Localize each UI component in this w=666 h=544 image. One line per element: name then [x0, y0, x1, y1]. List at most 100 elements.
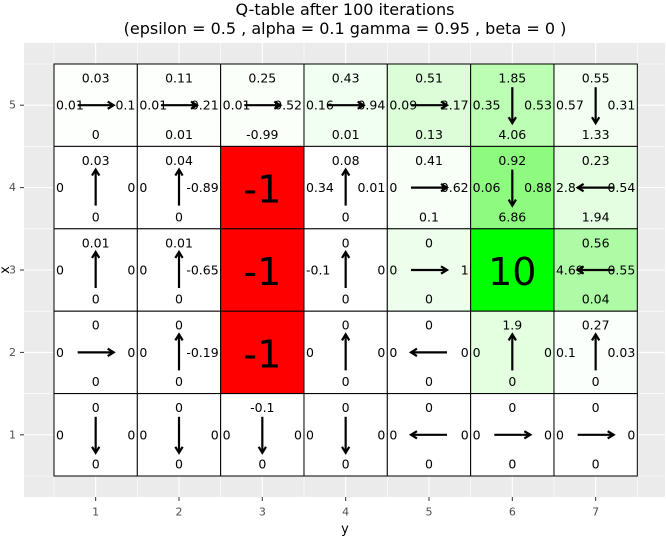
q-value-up: 0 — [508, 400, 516, 415]
q-value-left: 0 — [389, 180, 397, 195]
q-value-right: 0 — [461, 427, 469, 442]
q-value-left: 0.34 — [306, 180, 334, 195]
q-value-down: 0 — [425, 292, 433, 307]
q-value-up: 0.55 — [582, 71, 610, 86]
policy-arrow-right — [244, 100, 283, 110]
arrow-head — [591, 116, 601, 126]
q-cell-x2-y1: 0 0 0 0 — [53, 310, 138, 395]
arrow-head — [174, 332, 184, 341]
q-value-up: 0 — [425, 235, 433, 250]
q-value-right: 0 — [377, 345, 385, 360]
cell-fill — [303, 63, 388, 147]
policy-arrow-right — [327, 100, 366, 110]
q-value-down: 0 — [92, 209, 100, 224]
q-value-right: 0.21 — [191, 98, 219, 113]
arrow-head — [507, 332, 517, 341]
policy-arrow-up — [91, 167, 101, 206]
q-value-down: 0 — [342, 457, 350, 472]
q-value-right: 0 — [377, 427, 385, 442]
q-value-left: 0 — [223, 427, 231, 442]
q-value-left: 4.69 — [556, 263, 584, 278]
q-value-right: 0 — [127, 180, 135, 195]
q-value-up: 0 — [425, 318, 433, 333]
arrow-head — [607, 430, 616, 440]
q-value-right: 1 — [461, 263, 469, 278]
arrow-head — [575, 183, 585, 193]
x-tick-label: 4 — [342, 506, 349, 519]
arrow-head — [273, 100, 283, 110]
q-value-down: 0 — [175, 374, 183, 389]
q-value-left: 0 — [389, 427, 397, 442]
q-value-left: 0 — [139, 263, 147, 278]
policy-arrow-up — [341, 332, 351, 371]
y-axis: 1 2 3 4 5 — [9, 99, 24, 441]
q-value-down: 0 — [508, 457, 516, 472]
q-value-up: 0.03 — [82, 153, 110, 168]
q-cell-x1-y6: 0 0 0 0 — [470, 393, 555, 477]
q-value-up: 0 — [175, 400, 183, 415]
cell-fill — [220, 228, 305, 312]
q-value-down: 0 — [592, 374, 600, 389]
cell-reward-label: -1 — [243, 250, 281, 294]
q-value-right: 0 — [544, 427, 552, 442]
policy-arrow-up — [174, 249, 184, 288]
q-cell-x2-y7: 0.27 0 0.1 0.03 — [553, 310, 638, 395]
q-value-up: 0.03 — [82, 71, 110, 86]
q-value-right: 0.53 — [524, 98, 552, 113]
q-value-left: -0.1 — [306, 263, 330, 278]
q-cell-x2-y5: 0 0 0 0 — [386, 310, 472, 395]
q-value-down: 0 — [92, 127, 100, 142]
q-value-right: 0.54 — [607, 180, 635, 195]
q-value-right: 0.55 — [607, 263, 635, 278]
q-value-left: 0 — [389, 263, 397, 278]
q-cell-x1-y5: 0 0 0 0 — [386, 393, 472, 477]
arrow-head — [357, 100, 366, 110]
q-value-right: 0 — [127, 427, 135, 442]
q-cell-x3-y7: 0.56 0.04 4.69 0.55 — [553, 228, 638, 312]
policy-arrow-left — [575, 183, 614, 193]
policy-arrow-down — [257, 416, 267, 455]
x-axis: 1 2 3 4 5 6 7 — [92, 497, 599, 519]
y-tick-label: 2 — [9, 346, 16, 359]
q-value-left: 0 — [306, 427, 314, 442]
q-value-left: 0.01 — [223, 98, 251, 113]
q-cell-x5-y6: 1.85 4.06 0.35 0.53 — [470, 63, 555, 147]
policy-arrow-down — [591, 87, 601, 126]
q-value-left: 0.16 — [306, 98, 334, 113]
q-value-up: 0 — [175, 318, 183, 333]
q-value-right: 2.17 — [441, 98, 469, 113]
q-value-down: 0 — [175, 457, 183, 472]
policy-arrow-down — [341, 416, 351, 455]
q-value-down: 0 — [508, 374, 516, 389]
q-value-right: -0.65 — [186, 263, 218, 278]
q-cell-x4-y1: 0.03 0 0 0 — [53, 145, 138, 230]
cell-fill — [136, 63, 222, 147]
q-cell-x1-y1: 0 0 0 0 — [53, 393, 138, 477]
q-value-down: 1.33 — [582, 127, 610, 142]
q-value-down: -0.99 — [246, 127, 278, 142]
y-tick-label: 5 — [9, 99, 16, 112]
q-cell-x5-y1: 0.03 0 0.01 0.1 — [53, 63, 138, 147]
x-tick-label: 1 — [92, 506, 99, 519]
q-cell-x5-y5: 0.51 0.13 0.09 2.17 — [386, 63, 472, 147]
policy-arrow-up — [174, 167, 184, 206]
x-tick-label: 3 — [259, 506, 266, 519]
q-cell-x4-y3: -1 — [220, 145, 305, 230]
q-value-right: 0 — [211, 427, 219, 442]
q-value-down: 0 — [425, 457, 433, 472]
policy-arrow-up — [174, 332, 184, 371]
arrow-head — [107, 347, 116, 357]
q-value-down: 0 — [342, 292, 350, 307]
q-value-right: 0.62 — [441, 180, 469, 195]
q-value-up: 0.23 — [582, 153, 610, 168]
y-tick-label: 4 — [9, 181, 16, 194]
q-value-right: 0.52 — [274, 98, 302, 113]
policy-arrow-down — [91, 416, 101, 455]
q-value-left: 0 — [473, 345, 481, 360]
policy-arrow-left — [408, 347, 447, 357]
arrow-head — [341, 332, 351, 341]
